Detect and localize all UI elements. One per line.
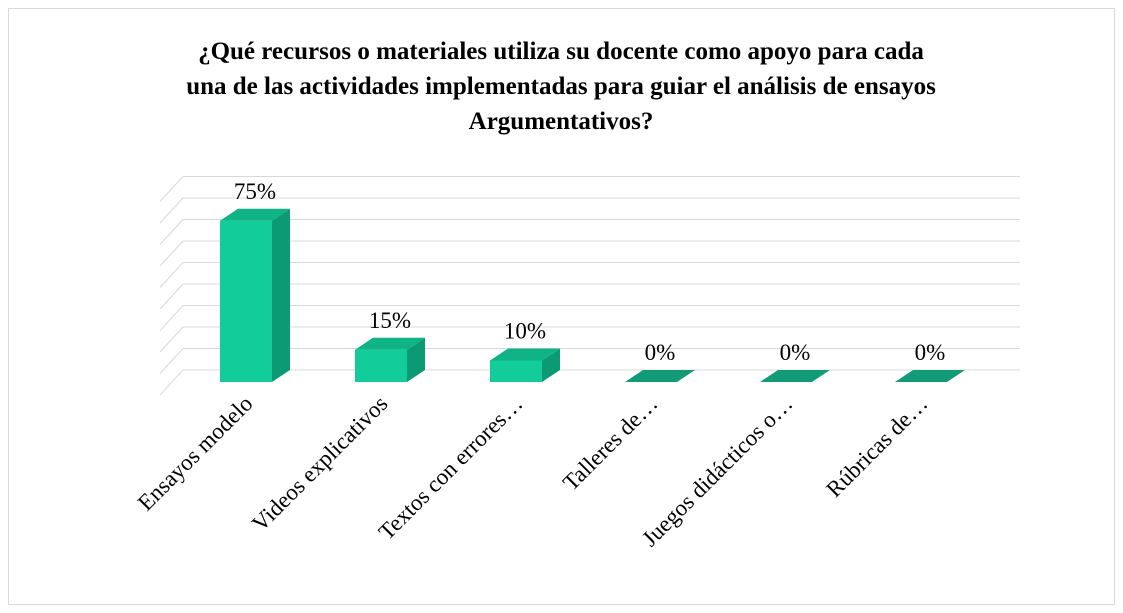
bar <box>490 348 560 382</box>
data-label: 0% <box>645 340 676 365</box>
x-tick-label: Rúbricas de… <box>821 391 932 502</box>
x-tick-label: Talleres de… <box>558 391 663 496</box>
grid-line <box>159 262 184 288</box>
bar-face <box>542 348 560 382</box>
bar-face <box>220 220 272 382</box>
chart-border <box>8 8 1115 605</box>
data-label: 0% <box>915 340 946 365</box>
grid-line <box>159 197 184 224</box>
x-tick-label: Ensayos modelo <box>133 391 258 516</box>
grid-line <box>159 240 184 267</box>
grid-line <box>159 326 184 353</box>
bar-face <box>490 348 560 361</box>
x-tick-label: Videos explicativos <box>247 391 392 536</box>
bar <box>220 208 290 382</box>
bar-face <box>407 337 425 382</box>
grid-line <box>159 219 184 245</box>
grid-line <box>159 369 184 396</box>
bar <box>355 337 425 382</box>
bar-face <box>760 370 830 382</box>
grid-line <box>159 283 184 310</box>
bar-face <box>625 370 695 382</box>
bar-face <box>355 349 407 382</box>
data-label: 15% <box>369 308 411 333</box>
bar-face <box>220 208 290 221</box>
x-tick-label: Textos con errores… <box>374 391 528 545</box>
bar <box>760 370 830 382</box>
grid-line <box>159 305 184 331</box>
bar <box>895 370 965 382</box>
x-tick-label: Juegos didácticos o… <box>637 391 797 551</box>
bar-face <box>272 208 290 382</box>
bar-face <box>355 337 425 350</box>
bar-face <box>490 360 542 382</box>
bar-face <box>895 370 965 382</box>
chart-title: ¿Qué recursos o materiales utiliza su do… <box>186 38 936 135</box>
data-label: 0% <box>780 340 811 365</box>
data-label: 75% <box>234 179 276 204</box>
bar <box>625 370 695 382</box>
grid-line <box>159 176 184 202</box>
data-label: 10% <box>504 319 546 344</box>
grid-line <box>159 348 184 374</box>
